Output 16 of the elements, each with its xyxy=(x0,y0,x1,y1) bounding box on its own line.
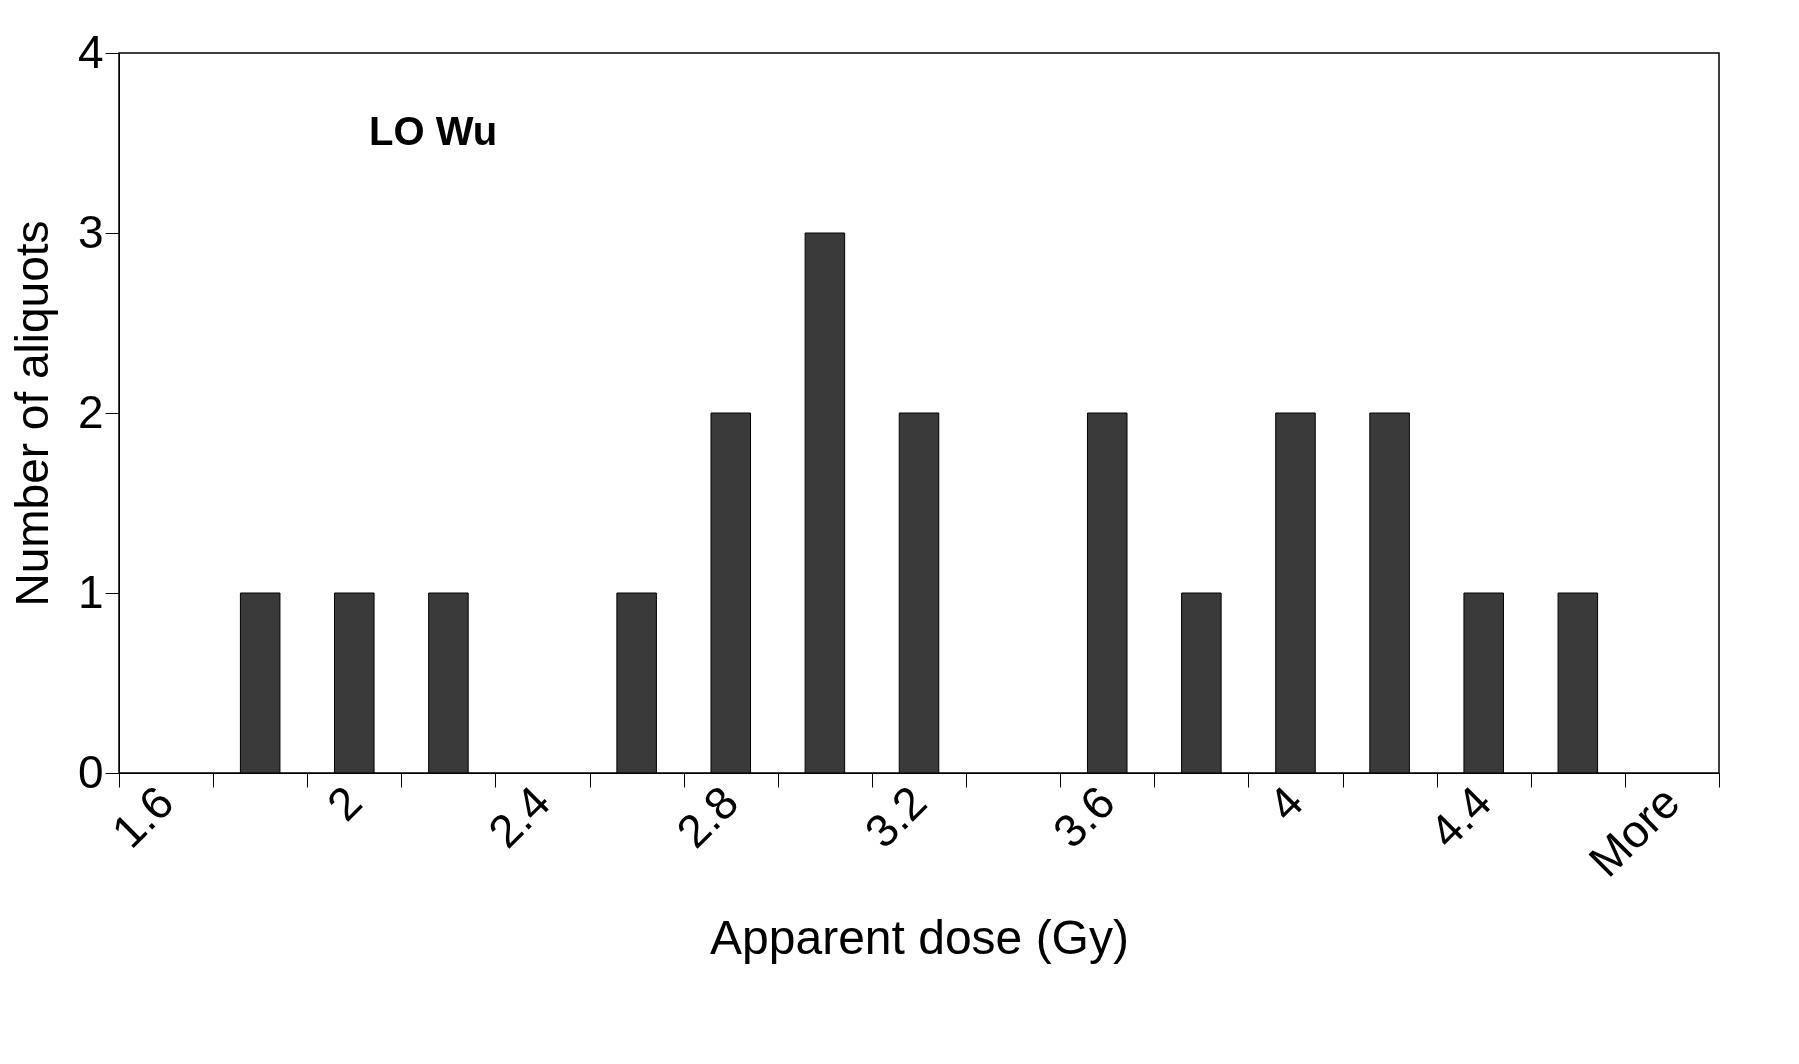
x-tick-label: 3.2 xyxy=(854,775,937,858)
x-axis-title: Apparent dose (Gy) xyxy=(710,910,1129,964)
x-tick-label: 2 xyxy=(316,775,372,831)
x-tick-label: 4.4 xyxy=(1419,775,1502,858)
annotation: LO Wu xyxy=(369,109,498,153)
y-tick-label: 4 xyxy=(77,25,104,78)
y-tick-label: 1 xyxy=(77,565,104,618)
y-axis-title: Number of aliquots xyxy=(5,220,58,607)
y-tick-label: 3 xyxy=(77,205,104,258)
x-tick-label: 2.8 xyxy=(666,775,749,858)
x-tick-label: 3.6 xyxy=(1042,775,1125,858)
x-tick-label: 4 xyxy=(1258,775,1313,831)
y-tick-label: 0 xyxy=(77,745,104,798)
x-tick-label: 1.6 xyxy=(101,775,184,858)
x-tick-label: 2.4 xyxy=(478,775,560,858)
y-tick-label: 2 xyxy=(77,385,104,438)
